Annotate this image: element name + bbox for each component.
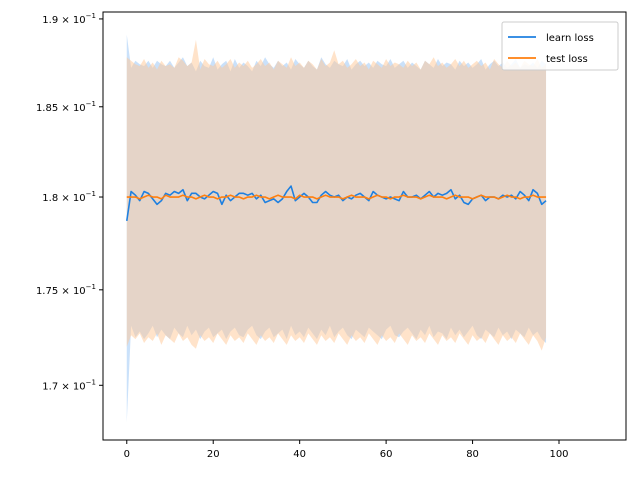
- confidence-bands: [126, 34, 547, 423]
- band-test-loss: [126, 39, 547, 351]
- y-tick-label: 1.8 × 10−1: [42, 190, 96, 204]
- y-tick-label: 1.75 × 10−1: [36, 283, 96, 297]
- x-axis: 0 20 40 60 80 100: [124, 440, 569, 460]
- series-lines: [125, 185, 547, 222]
- x-tick-label: 20: [207, 449, 220, 460]
- legend-label-learn-loss: learn loss: [546, 33, 594, 44]
- x-tick-label: 60: [380, 449, 393, 460]
- y-tick-label: 1.7 × 10−1: [42, 378, 96, 392]
- legend: learn loss test loss: [501, 21, 619, 71]
- y-tick-label: 1.85 × 10−1: [36, 100, 96, 114]
- y-axis: 1.7 × 10−1 1.75 × 10−1 1.8 × 10−1 1.85 × 10…: [36, 12, 103, 392]
- x-tick-label: 100: [549, 449, 568, 460]
- plot-frame: [102, 11, 627, 441]
- x-tick-label: 0: [124, 449, 130, 460]
- x-tick-label: 80: [466, 449, 479, 460]
- x-tick-label: 40: [293, 449, 306, 460]
- series-line-test-loss: [126, 194, 547, 200]
- y-tick-label: 1.9 × 10−1: [42, 12, 96, 26]
- legend-label-test-loss: test loss: [546, 54, 588, 65]
